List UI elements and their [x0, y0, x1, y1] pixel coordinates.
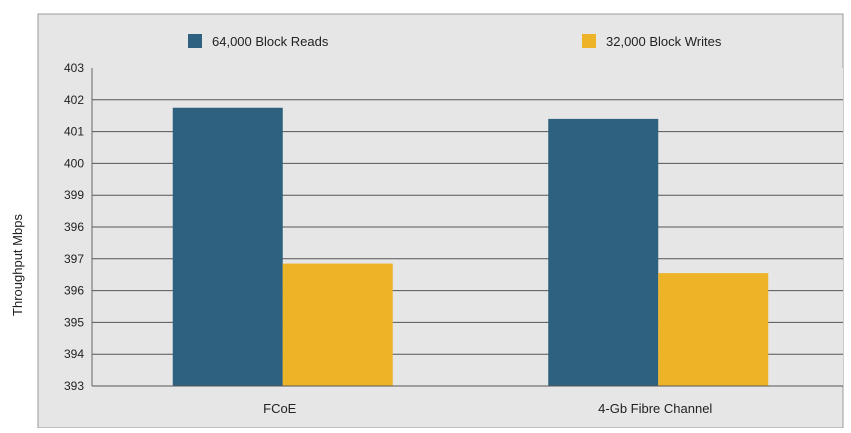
legend-swatch	[582, 34, 596, 48]
y-tick-label: 396	[64, 284, 84, 298]
y-tick-label: 394	[64, 347, 84, 361]
x-tick-label: 4-Gb Fibre Channel	[598, 401, 712, 416]
y-tick-label: 401	[64, 125, 84, 139]
bar	[548, 118, 659, 386]
bars	[172, 107, 769, 386]
legend-label: 32,000 Block Writes	[606, 34, 722, 49]
x-tick-labels: FCoE 4-Gb Fibre Channel	[263, 401, 712, 416]
y-tick-labels: 393 394 395 396 397 396 399 400 401 402 403	[64, 61, 84, 393]
bar	[172, 107, 283, 386]
y-tick-label: 402	[64, 93, 84, 107]
legend-swatch	[188, 34, 202, 48]
bar	[282, 263, 393, 386]
y-axis-title: Throughput Mbps	[10, 214, 25, 316]
y-tick-label: 397	[64, 252, 84, 266]
x-tick-label: FCoE	[263, 401, 297, 416]
legend: 64,000 Block Reads 32,000 Block Writes	[188, 34, 722, 49]
y-tick-label: 395	[64, 315, 84, 329]
y-tick-label: 396	[64, 220, 84, 234]
legend-label: 64,000 Block Reads	[212, 34, 329, 49]
bar	[658, 273, 769, 386]
y-tick-label: 393	[64, 379, 84, 393]
y-tick-label: 399	[64, 188, 84, 202]
y-tick-label: 403	[64, 61, 84, 75]
y-tick-label: 400	[64, 156, 84, 170]
